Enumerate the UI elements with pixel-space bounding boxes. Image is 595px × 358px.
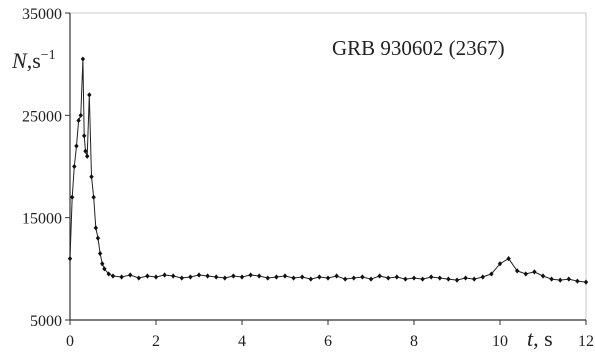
data-point (136, 275, 141, 281)
y-axis-label-unit: ,s (27, 48, 41, 73)
data-point (532, 269, 537, 275)
data-point (76, 117, 81, 124)
data-point (454, 277, 460, 283)
data-point (93, 225, 98, 231)
data-point (78, 112, 83, 118)
data-point (386, 275, 391, 281)
data-point (231, 273, 236, 279)
x-tick-label: 4 (238, 333, 246, 350)
data-point (205, 273, 210, 279)
data-point (188, 274, 193, 280)
data-point (106, 271, 111, 277)
data-point (429, 274, 434, 280)
data-point (463, 275, 468, 281)
data-point (317, 274, 322, 280)
y-tick-label: 5000 (30, 313, 62, 330)
data-point (274, 274, 279, 280)
data-point (196, 272, 202, 278)
data-point (308, 276, 313, 282)
y-axis-label-exp: −1 (41, 48, 56, 63)
chart-title: GRB 930602 (2367) (332, 36, 505, 60)
data-point (74, 143, 79, 149)
x-axis-label: t, s (527, 326, 553, 351)
data-point (480, 274, 485, 280)
data-point (222, 275, 227, 281)
data-point (214, 274, 219, 280)
data-point (549, 276, 554, 282)
data-point (437, 275, 442, 281)
data-point (334, 273, 339, 279)
data-point (403, 276, 408, 282)
data-point (91, 194, 96, 200)
data-point (515, 268, 520, 274)
x-axis-label-var: t (527, 326, 534, 351)
x-tick-label: 12 (578, 333, 594, 350)
data-point (257, 273, 262, 279)
data-point (343, 276, 348, 282)
data-point (325, 275, 331, 281)
x-tick-label: 0 (66, 333, 74, 350)
data-point (69, 194, 75, 200)
data-point (368, 276, 374, 282)
data-point (472, 276, 477, 282)
data-point (523, 271, 528, 277)
data-point (506, 256, 511, 262)
x-tick-label: 6 (324, 333, 332, 350)
series-line (69, 59, 587, 283)
data-point (128, 272, 133, 278)
x-axis-label-unit: , s (533, 326, 553, 351)
data-point (80, 56, 86, 62)
data-point (153, 274, 159, 280)
data-point (360, 274, 365, 280)
data-point (377, 273, 382, 279)
data-point (102, 266, 107, 272)
data-point (239, 274, 245, 280)
data-point (179, 275, 184, 281)
y-tick-label: 15000 (22, 211, 62, 228)
data-point (394, 274, 399, 280)
data-point (575, 278, 580, 284)
data-point (162, 272, 167, 278)
data-point (119, 274, 124, 280)
x-tick-label: 8 (410, 333, 418, 350)
y-tick-label: 25000 (22, 108, 62, 125)
data-point (497, 261, 503, 267)
data-point (411, 275, 417, 281)
data-point (83, 148, 88, 154)
data-point (583, 279, 589, 285)
data-point (446, 276, 451, 282)
data-point (420, 276, 425, 282)
y-axis-label-var: N (11, 48, 28, 73)
data-point (87, 92, 92, 98)
y-tick-group: 5000 15000 25000 35000 (22, 6, 70, 330)
data-point (100, 261, 105, 267)
data-point (95, 235, 101, 241)
x-tick-label: 10 (492, 333, 508, 350)
data-point (291, 275, 296, 281)
data-point (85, 153, 90, 159)
x-tick-group: 0 2 4 6 8 10 12 (66, 320, 594, 350)
data-point (97, 250, 103, 257)
data-point (72, 163, 77, 170)
data-point (540, 273, 546, 279)
data-point (489, 271, 494, 277)
y-tick-label: 35000 (22, 6, 62, 23)
data-point (110, 273, 116, 279)
data-point (300, 274, 305, 280)
data-point (89, 174, 94, 180)
data-point (566, 276, 571, 282)
x-tick-label: 2 (152, 333, 160, 350)
y-axis-label: N,s−1 (11, 48, 56, 73)
data-point (145, 273, 150, 279)
data-point (171, 273, 176, 279)
data-point (351, 275, 356, 281)
data-point (282, 273, 288, 279)
data-point (265, 275, 270, 281)
data-point (67, 256, 73, 262)
data-point (81, 133, 87, 139)
data-point (248, 272, 253, 278)
series-group (67, 56, 589, 285)
data-point (558, 277, 563, 283)
